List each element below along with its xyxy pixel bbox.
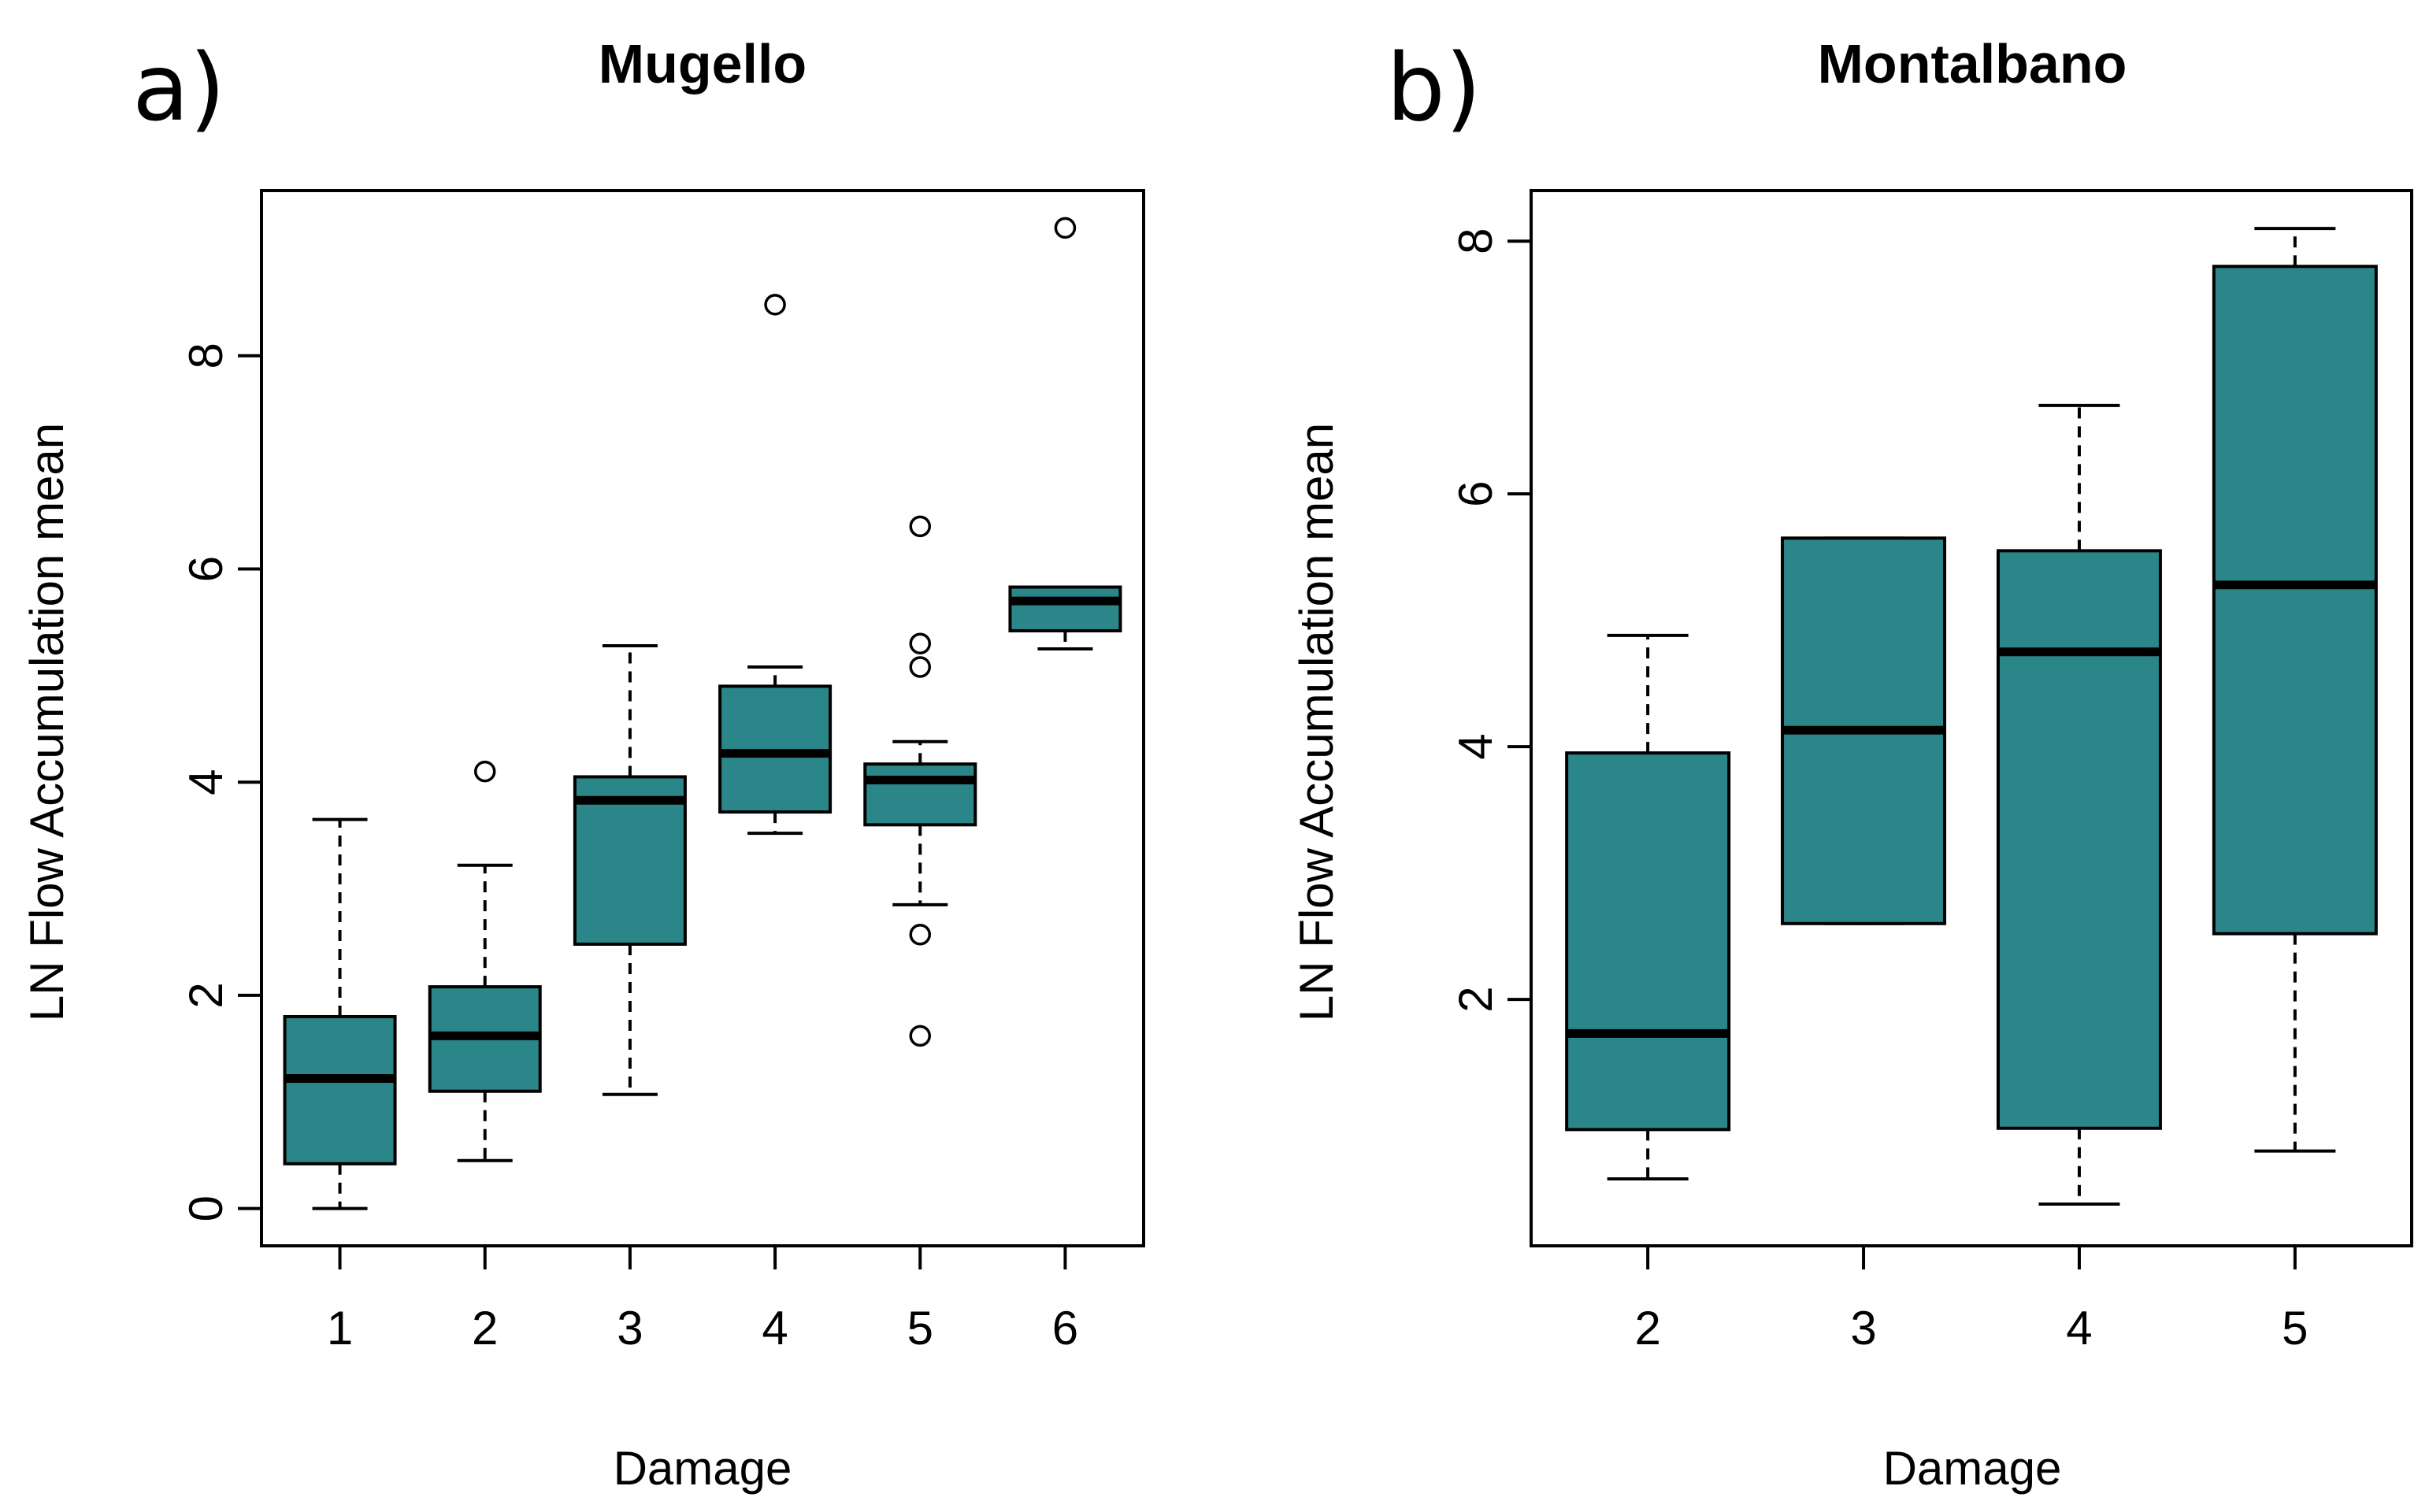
y-axis-label-mugello: LN Flow Accumulation mean (20, 423, 73, 1021)
y-axis-label-montalbano: LN Flow Accumulation mean (1290, 423, 1343, 1021)
panel-mugello: a) Mugello LN Flow Accumulation mean Dam… (20, 33, 1145, 1495)
y-tick-label: 0 (180, 1195, 232, 1221)
y-tick-label: 6 (1449, 480, 1502, 506)
x-tick-label: 4 (762, 1302, 788, 1354)
y-tick-label: 2 (180, 982, 232, 1008)
outlier-point (909, 515, 932, 538)
box-damage-2 (1565, 633, 1731, 1180)
chart-title-montalbano: Montalbano (1818, 33, 2127, 94)
box-damage-6 (1008, 217, 1122, 651)
panel-label-a: a) (132, 33, 225, 142)
y-tick-label: 8 (180, 343, 232, 369)
box-damage-4 (718, 294, 833, 836)
x-axis-label-montalbano: Damage (1883, 1442, 2062, 1495)
chart-title-mugello: Mugello (599, 33, 807, 94)
box-damage-4 (1996, 403, 2162, 1206)
outlier-point (1054, 217, 1077, 239)
panel-montalbano: b) Montalbano LN Flow Accumulation mean … (1290, 33, 2413, 1495)
plot-frame (1530, 189, 2413, 1247)
iqr-box (1996, 549, 2162, 1130)
iqr-box (573, 775, 687, 946)
outlier-point (764, 294, 786, 316)
plot-frame (260, 189, 1145, 1247)
y-tick-label: 8 (1449, 228, 1502, 254)
outlier-point (909, 656, 932, 678)
box-damage-2 (428, 760, 542, 1162)
iqr-box (2212, 265, 2378, 936)
box-damage-5 (863, 515, 977, 1047)
iqr-box (1008, 585, 1122, 633)
plot-area-mugello: 0 2 4 6 8 1 2 3 4 5 6 (180, 189, 1145, 1354)
x-tick-label: 6 (1052, 1302, 1078, 1354)
iqr-box (1565, 751, 1731, 1132)
x-tick-label: 5 (907, 1302, 933, 1354)
outlier-point (909, 1025, 932, 1047)
x-tick-label: 2 (472, 1302, 498, 1354)
y-tick-label: 4 (180, 769, 232, 795)
outlier-point (909, 924, 932, 946)
x-tick-label: 4 (2066, 1302, 2092, 1354)
box-damage-5 (2212, 227, 2378, 1153)
outlier-point (909, 632, 932, 655)
iqr-box (863, 762, 977, 827)
iqr-box (283, 1014, 397, 1166)
x-axis-label-mugello: Damage (614, 1442, 792, 1495)
x-tick-label: 1 (327, 1302, 353, 1354)
x-tick-label: 3 (617, 1302, 643, 1354)
plot-area-montalbano: 2 4 6 8 2 3 4 5 (1449, 189, 2413, 1354)
y-tick-label: 4 (1449, 733, 1502, 759)
x-tick-label: 2 (1634, 1302, 1660, 1354)
y-tick-label: 6 (180, 556, 232, 582)
box-damage-3 (1781, 536, 1947, 925)
box-damage-1 (283, 817, 397, 1210)
y-tick-label: 2 (1449, 986, 1502, 1012)
panel-label-b: b) (1386, 33, 1482, 142)
x-tick-label: 5 (2282, 1302, 2308, 1354)
x-tick-label: 3 (1850, 1302, 1876, 1354)
outlier-point (473, 760, 496, 783)
box-damage-3 (573, 643, 687, 1096)
